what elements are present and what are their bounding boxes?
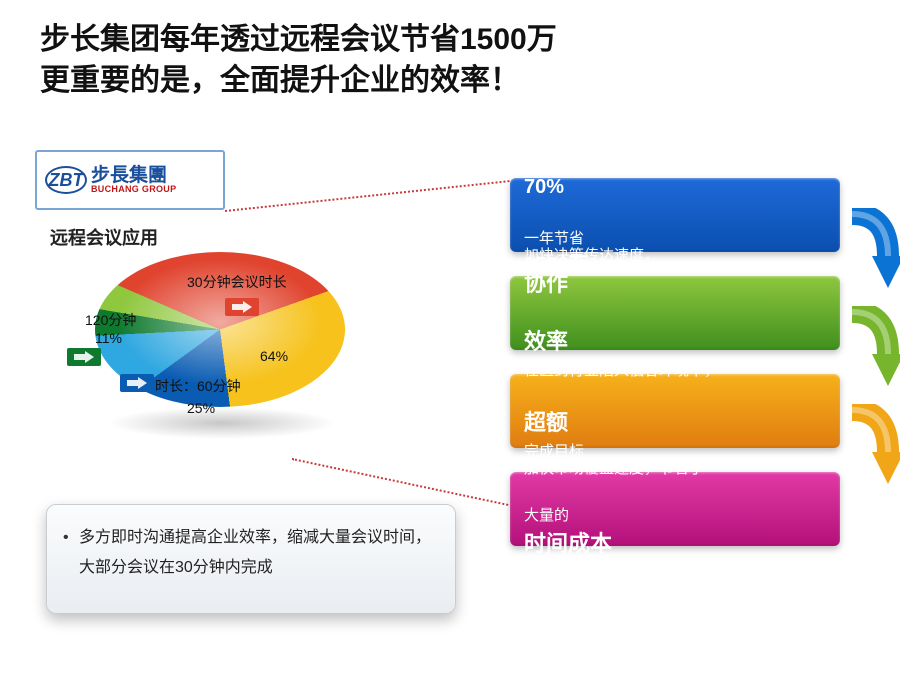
logo-en: BUCHANG GROUP xyxy=(91,185,176,194)
title-line1: 步长集团每年透过远程会议节省1500万 xyxy=(40,23,557,56)
benefit-text: 加快市场覆盖速度，节省了 xyxy=(524,457,826,480)
benefit-text: 70% xyxy=(524,172,826,203)
logo-cn: 步長集團 xyxy=(91,166,176,185)
flow-arrow-icon xyxy=(848,306,898,386)
pie-chart: 30分钟会议时长64%时长：60分钟25%120分钟11% xyxy=(95,252,375,452)
pie-slice-pct: 64% xyxy=(260,348,288,364)
title-line2: 更重要的是，全面提升企业的效率！ xyxy=(40,64,520,97)
benefit-text: 大量的 xyxy=(524,504,826,527)
bottom-callout: 多方即时沟通提高企业效率，缩减大量会议时间，大部分会议在30分钟内完成 xyxy=(46,504,456,614)
benefit-text: 在医药行业陷入低谷环境下， xyxy=(524,359,826,382)
benefit-box: 减少差旅支出70%一年节省1500万 xyxy=(510,178,840,252)
pie-slice-pct: 11% xyxy=(95,330,122,346)
flow-arrow-icon xyxy=(848,404,898,484)
benefit-box: 加快决策传达速度，协作效率提高 xyxy=(510,276,840,350)
benefit-text: 效率 xyxy=(524,325,826,359)
benefit-text: 超额 xyxy=(524,406,826,440)
benefit-box: 在医药行业陷入低谷环境下，超额完成目标 xyxy=(510,374,840,448)
benefit-text: 协作 xyxy=(524,267,826,301)
section-label: 远程会议应用 xyxy=(50,224,158,250)
pie-slice-arrow-icon xyxy=(225,298,259,316)
pie-slice-pct: 25% xyxy=(187,400,215,416)
pie-slice-label: 30分钟会议时长 xyxy=(187,272,287,292)
flow-arrow-icon xyxy=(848,208,898,288)
benefit-box: 加快市场覆盖速度，节省了大量的时间成本 xyxy=(510,472,840,546)
benefit-text: 加快决策传达速度， xyxy=(524,244,826,267)
company-logo: ZBT 步長集團 BUCHANG GROUP xyxy=(35,150,225,210)
logo-text: 步長集團 BUCHANG GROUP xyxy=(91,166,176,194)
pie-slice-label: 时长：60分钟 xyxy=(155,376,241,396)
pie-slice-arrow-icon xyxy=(120,374,154,392)
page-title: 步长集团每年透过远程会议节省1500万 更重要的是，全面提升企业的效率！ xyxy=(40,20,557,101)
dotted-leader xyxy=(225,180,514,212)
dotted-leader xyxy=(292,458,512,507)
pie-shadow xyxy=(107,407,337,439)
benefit-text: 时间成本 xyxy=(524,527,826,561)
logo-abbr: ZBT xyxy=(45,166,87,194)
benefit-text: 减少差旅支出 xyxy=(524,149,826,172)
pie-slice-arrow-icon xyxy=(67,348,101,366)
pie-slice-label: 120分钟 xyxy=(85,310,136,330)
callout-text: 多方即时沟通提高企业效率，缩减大量会议时间，大部分会议在30分钟内完成 xyxy=(79,529,431,576)
